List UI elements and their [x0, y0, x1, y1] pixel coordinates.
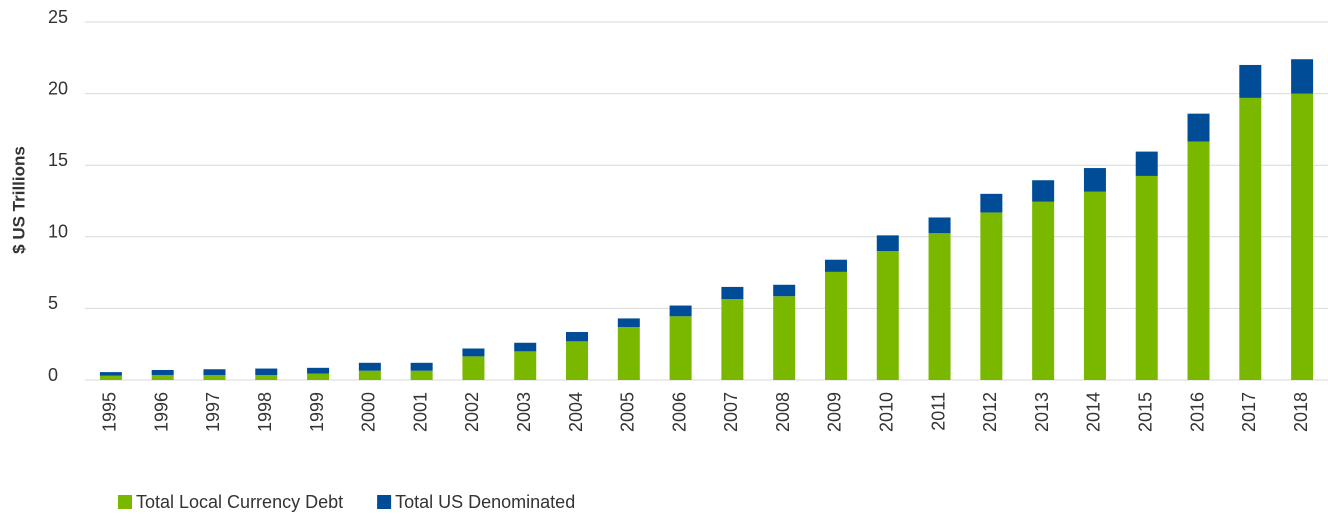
x-tick-label: 2006: [669, 392, 689, 432]
bar-segment: [1291, 59, 1314, 94]
x-tick-label: 2000: [359, 392, 379, 432]
bar-segment: [773, 296, 796, 380]
x-tick-label: 2016: [1187, 392, 1207, 432]
y-tick-label: 10: [48, 222, 68, 242]
x-tick-label: 1996: [151, 392, 171, 432]
bar-segment: [358, 370, 381, 380]
bar-segment: [410, 370, 433, 380]
x-tick-label: 2001: [410, 392, 430, 432]
bar-segment: [721, 286, 744, 300]
bar-segment: [307, 373, 330, 380]
bar-segment: [1083, 191, 1106, 380]
y-tick-label: 5: [48, 293, 58, 313]
bar-segment: [1083, 168, 1106, 192]
x-tick-label: 2010: [877, 392, 897, 432]
bar-segment: [876, 251, 899, 380]
bar-segment: [514, 342, 537, 352]
bar-segment: [203, 369, 226, 375]
x-tick-label: 2007: [721, 392, 741, 432]
bar-segment: [410, 362, 433, 371]
x-tick-label: 2012: [980, 392, 1000, 432]
bar-segment: [99, 375, 122, 380]
bar-segment: [255, 374, 278, 380]
bar-segment: [1187, 113, 1210, 142]
x-tick-label: 2008: [773, 392, 793, 432]
bar-segment: [566, 332, 589, 342]
bar-segment: [824, 259, 847, 272]
legend-label: Total US Denominated: [395, 492, 575, 512]
x-tick-label: 1999: [307, 392, 327, 432]
bar-segment: [1239, 97, 1262, 381]
x-tick-label: 2013: [1032, 392, 1052, 432]
x-tick-label: 2003: [514, 392, 534, 432]
bar-segment: [617, 318, 640, 328]
bar-segment: [1135, 175, 1158, 380]
bar-segment: [307, 367, 330, 374]
bar-segment: [462, 348, 485, 357]
bar-segment: [1239, 64, 1262, 98]
x-tick-label: 2011: [928, 392, 948, 431]
x-tick-label: 2015: [1135, 392, 1155, 432]
bar-segment: [721, 299, 744, 380]
x-tick-label: 2005: [618, 392, 638, 432]
legend-label: Total Local Currency Debt: [136, 492, 343, 512]
x-tick-label: 2002: [462, 392, 482, 432]
bar-segment: [462, 356, 485, 380]
y-axis-label: $ US Trillions: [9, 146, 28, 254]
bar-segment: [773, 284, 796, 297]
bar-segment: [876, 235, 899, 252]
x-tick-label: 1997: [203, 392, 223, 432]
bar-segment: [151, 369, 174, 375]
bar-segment: [928, 233, 951, 380]
x-tick-label: 1995: [100, 392, 120, 432]
bar-segment: [1032, 180, 1055, 202]
bar-segment: [203, 374, 226, 380]
bar-segment: [566, 341, 589, 380]
legend-swatch: [118, 495, 132, 509]
bar-segment: [151, 374, 174, 380]
x-tick-label: 2004: [566, 392, 586, 432]
bar-segment: [980, 212, 1003, 380]
bar-segment: [99, 372, 122, 376]
bar-segment: [824, 271, 847, 380]
legend-swatch: [377, 495, 392, 509]
bar-segment: [669, 305, 692, 317]
x-tick-label: 2018: [1291, 392, 1311, 432]
bar-segment: [980, 193, 1003, 213]
bar-segment: [669, 316, 692, 380]
bar-segment: [1135, 151, 1158, 176]
bar-segment: [358, 362, 381, 371]
bar-segment: [928, 217, 951, 234]
y-tick-label: 0: [48, 365, 58, 385]
y-tick-label: 25: [48, 7, 68, 27]
x-tick-label: 2009: [825, 392, 845, 432]
x-tick-label: 1998: [255, 392, 275, 432]
x-tick-label: 2017: [1239, 392, 1259, 432]
bar-segment: [1291, 93, 1314, 380]
x-tick-label: 2014: [1084, 392, 1104, 432]
bar-segment: [617, 327, 640, 380]
y-tick-label: 20: [48, 78, 68, 98]
bar-segment: [514, 351, 537, 380]
bar-segment: [1032, 201, 1055, 380]
bar-segment: [1187, 141, 1210, 380]
bar-segment: [255, 368, 278, 375]
y-tick-label: 15: [48, 150, 68, 170]
